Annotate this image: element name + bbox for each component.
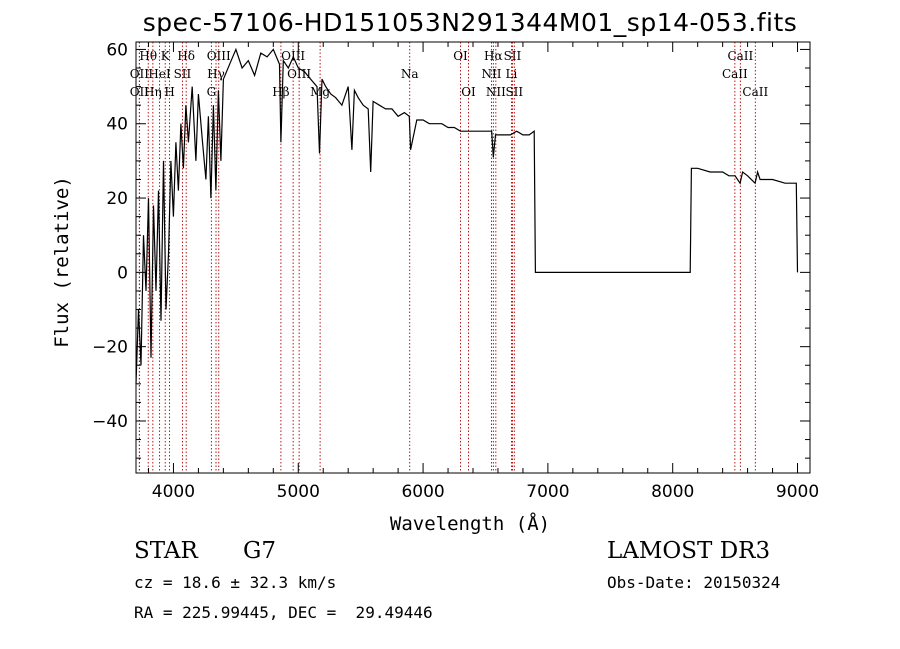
line-label-10: Hγ — [207, 67, 225, 81]
x-tick-label-6000: 6000 — [401, 482, 444, 502]
line-label-26: CaII — [722, 67, 748, 81]
axis-tick-labels: 4000 5000 6000 7000 8000 9000 −40 −20 0 20 40 60 — [92, 40, 819, 502]
y-axis-label: Flux (relative) — [51, 176, 73, 348]
line-label-1: OII — [130, 67, 150, 81]
redshift-velocity: cz = 18.6 ± 32.3 km/s — [134, 573, 337, 592]
line-label-12: Hβ — [272, 85, 289, 99]
line-label-20: NII — [481, 67, 501, 81]
line-label-24: SII — [505, 85, 523, 99]
coordinates: RA = 225.99445, DEC = 29.49446 — [134, 603, 433, 622]
emission-line-markers — [138, 42, 756, 473]
line-label-0: Hθ — [139, 49, 157, 63]
x-axis-label: Wavelength (Å) — [390, 512, 550, 535]
line-label-21: NII — [486, 85, 506, 99]
x-tick-label-7000: 7000 — [526, 482, 569, 502]
chart-title: spec-57106-HD151053N291344M01_sp14-053.f… — [142, 8, 798, 37]
line-label-5: HeI — [148, 67, 171, 81]
line-label-18: OI — [461, 85, 476, 99]
x-tick-label-8000: 8000 — [651, 482, 694, 502]
line-label-19: Hα — [484, 49, 503, 63]
observation-date: Obs-Date: 20150324 — [607, 573, 781, 592]
line-label-9: OIII — [207, 49, 231, 63]
y-tick-label-60: 60 — [106, 40, 128, 60]
line-label-17: OI — [453, 49, 468, 63]
line-label-11: G — [207, 85, 217, 99]
object-subclass: G7 — [243, 538, 277, 564]
y-tick-label--40: −40 — [92, 412, 128, 432]
plot-frame — [135, 41, 811, 474]
line-label-22: SII — [504, 49, 522, 63]
line-label-23: Li — [506, 67, 518, 81]
y-tick-label-40: 40 — [106, 115, 128, 135]
axis-ticks — [136, 42, 810, 473]
spectrum-line — [135, 47, 799, 384]
line-label-6: H — [164, 85, 174, 99]
y-tick-label--20: −20 — [92, 338, 128, 358]
line-label-14: OIII — [287, 67, 311, 81]
object-class: STAR — [134, 538, 198, 564]
line-label-16: Na — [401, 67, 419, 81]
line-label-7: Hδ — [177, 49, 195, 63]
x-tick-label-9000: 9000 — [776, 482, 819, 502]
line-label-8: SII — [174, 67, 192, 81]
line-label-2: OII — [130, 85, 150, 99]
line-label-3: Hη — [144, 85, 162, 99]
x-tick-label-4000: 4000 — [152, 482, 195, 502]
line-label-4: K — [161, 49, 171, 63]
line-label-27: CaII — [742, 85, 768, 99]
line-label-25: CaII — [727, 49, 753, 63]
x-tick-label-5000: 5000 — [277, 482, 320, 502]
y-tick-label-20: 20 — [106, 189, 128, 209]
line-label-15: Mg — [310, 85, 330, 99]
y-tick-label-0: 0 — [117, 263, 128, 283]
survey-name: LAMOST DR3 — [607, 538, 771, 564]
